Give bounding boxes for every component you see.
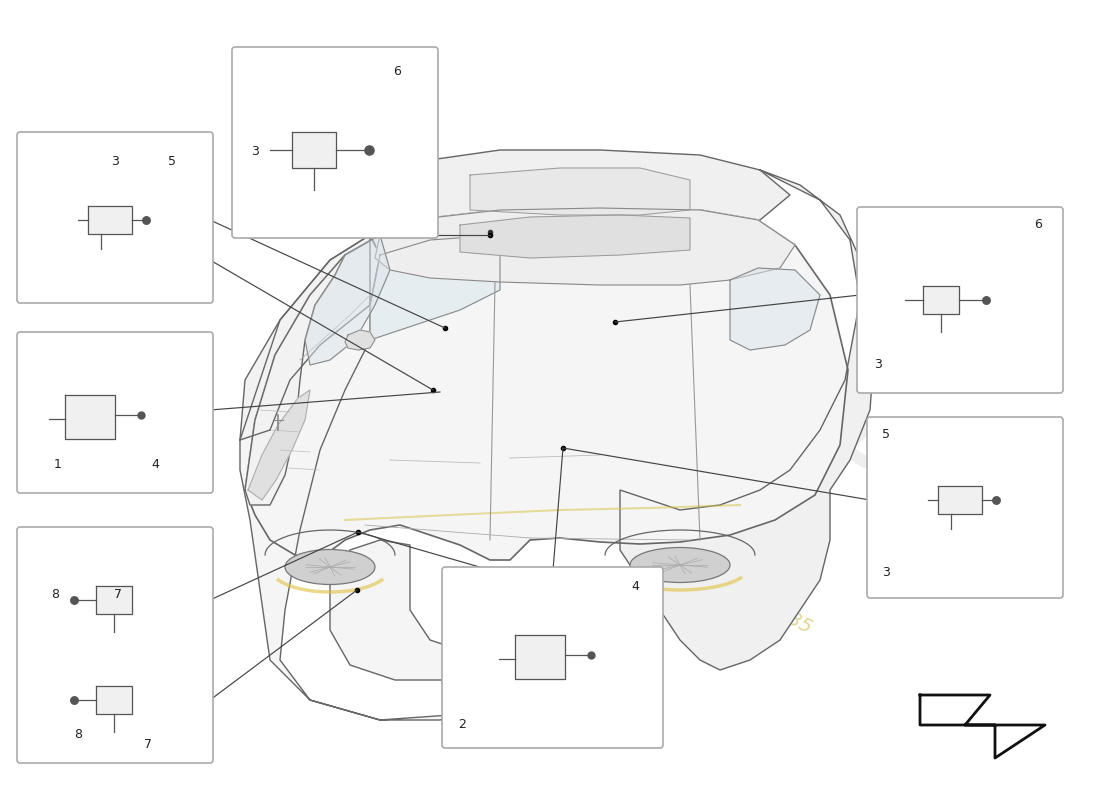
- Polygon shape: [460, 215, 690, 258]
- FancyBboxPatch shape: [857, 207, 1063, 393]
- Text: 3: 3: [874, 358, 882, 371]
- Text: a passion for parts since 1985: a passion for parts since 1985: [546, 482, 814, 638]
- Text: 6: 6: [1034, 218, 1042, 231]
- Polygon shape: [370, 235, 500, 340]
- Polygon shape: [65, 395, 116, 439]
- FancyBboxPatch shape: [16, 132, 213, 303]
- Polygon shape: [88, 206, 132, 234]
- Text: 3: 3: [111, 155, 119, 168]
- Polygon shape: [292, 132, 336, 168]
- Text: 3: 3: [251, 145, 258, 158]
- Text: GiordanoParts: GiordanoParts: [442, 158, 1057, 622]
- Polygon shape: [305, 235, 390, 365]
- Polygon shape: [245, 255, 345, 505]
- Polygon shape: [470, 168, 690, 215]
- Text: 1: 1: [54, 458, 62, 471]
- Text: 8: 8: [74, 728, 82, 741]
- FancyBboxPatch shape: [867, 417, 1063, 598]
- Text: 5: 5: [882, 428, 890, 441]
- Polygon shape: [345, 330, 375, 350]
- Text: 8: 8: [51, 588, 59, 601]
- Polygon shape: [923, 286, 959, 314]
- Text: 2: 2: [458, 718, 466, 731]
- Polygon shape: [375, 208, 795, 285]
- Ellipse shape: [630, 547, 730, 582]
- Polygon shape: [240, 235, 380, 440]
- Polygon shape: [938, 486, 981, 514]
- Text: 3: 3: [882, 566, 890, 579]
- Polygon shape: [920, 695, 1045, 758]
- Polygon shape: [370, 150, 790, 255]
- Polygon shape: [248, 390, 310, 500]
- Ellipse shape: [285, 550, 375, 585]
- Polygon shape: [730, 268, 820, 350]
- FancyBboxPatch shape: [232, 47, 438, 238]
- Text: 5: 5: [168, 155, 176, 168]
- Polygon shape: [620, 170, 875, 670]
- FancyBboxPatch shape: [16, 332, 213, 493]
- Text: 6: 6: [393, 65, 400, 78]
- FancyBboxPatch shape: [16, 527, 213, 763]
- Text: 4: 4: [151, 458, 158, 471]
- Polygon shape: [240, 235, 470, 720]
- Polygon shape: [515, 635, 565, 679]
- Polygon shape: [96, 686, 132, 714]
- Text: 7: 7: [144, 738, 152, 751]
- Polygon shape: [245, 208, 848, 560]
- FancyBboxPatch shape: [442, 567, 663, 748]
- Text: 4: 4: [631, 580, 639, 593]
- Text: 7: 7: [114, 588, 122, 601]
- Polygon shape: [96, 586, 132, 614]
